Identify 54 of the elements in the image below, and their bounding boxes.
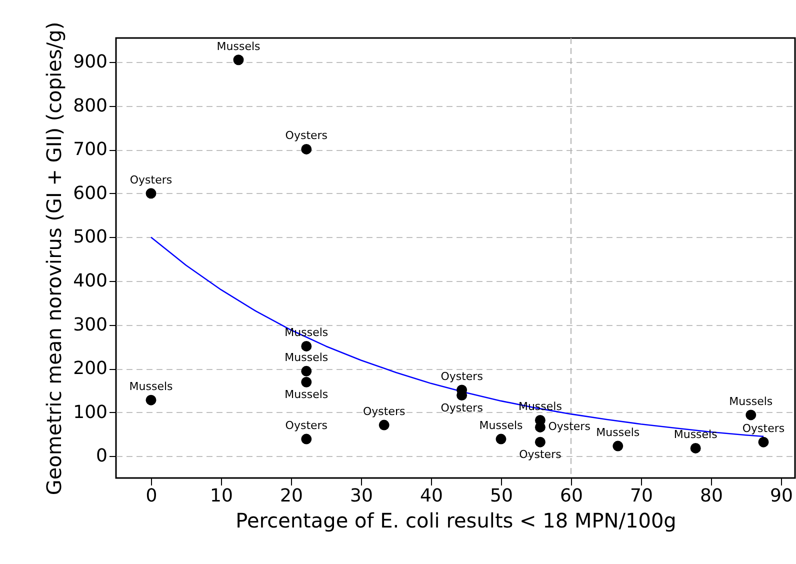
point <box>496 434 506 444</box>
annotation: Oysters <box>548 420 591 434</box>
point <box>301 376 312 388</box>
y-tick-label: 200 <box>73 358 108 380</box>
y-tick-label: 900 <box>73 52 108 73</box>
y-tick-label: 0 <box>96 446 108 467</box>
x-tick-label: 30 <box>350 486 373 506</box>
point <box>758 436 769 448</box>
point <box>301 434 312 444</box>
annotation: Mussels <box>674 428 718 442</box>
y-tick-label: 400 <box>73 270 108 292</box>
x-axis-title: Percentage of E. coli results < 18 MPN/100g <box>236 508 676 532</box>
annotation: Oysters <box>285 129 328 142</box>
y-tick-label: 100 <box>73 402 108 423</box>
x-tick-label: 70 <box>630 486 653 506</box>
x-tick-label: 0 <box>146 486 158 506</box>
annotation: Oysters <box>519 448 562 462</box>
annotation: Oysters <box>742 422 785 436</box>
y-tick-label: 800 <box>73 95 108 116</box>
y-axis-title: Geometric mean norovirus (GI + GII) (copies/g) <box>42 22 66 496</box>
annotation: Mussels <box>216 40 261 53</box>
point <box>612 440 624 452</box>
point <box>146 394 156 406</box>
point <box>301 340 312 352</box>
point <box>301 366 312 376</box>
x-tick-label: 40 <box>420 486 443 506</box>
annotation: Mussels <box>479 419 524 432</box>
point <box>534 436 546 448</box>
y-tick-label: 700 <box>73 139 108 160</box>
x-tick-label: 80 <box>700 486 723 506</box>
x-tick-label: 90 <box>770 486 793 506</box>
x-tick-label: 20 <box>280 486 303 506</box>
y-tick-label: 300 <box>73 314 108 336</box>
x-tick-label: 10 <box>210 486 233 506</box>
point <box>301 144 312 154</box>
x-tick-label: 60 <box>560 486 583 506</box>
annotation: Mussels <box>129 380 174 394</box>
y-tick-label: 600 <box>73 182 108 204</box>
annotation: Oysters <box>362 405 406 418</box>
point <box>146 188 156 199</box>
annotation: Oysters <box>440 401 484 414</box>
point <box>378 420 390 430</box>
annotation: Oysters <box>440 370 484 383</box>
annotation: Mussels <box>729 394 773 408</box>
annotation: Oysters <box>130 173 172 186</box>
point <box>690 442 701 454</box>
y-tick-label: 500 <box>73 226 108 248</box>
point <box>746 410 756 420</box>
annotation: Oysters <box>285 419 328 432</box>
annotation: Mussels <box>284 388 328 402</box>
annotation: Mussels <box>284 351 328 364</box>
x-tick-label: 50 <box>490 486 513 506</box>
annotation: Mussels <box>596 426 640 440</box>
point <box>233 54 244 66</box>
